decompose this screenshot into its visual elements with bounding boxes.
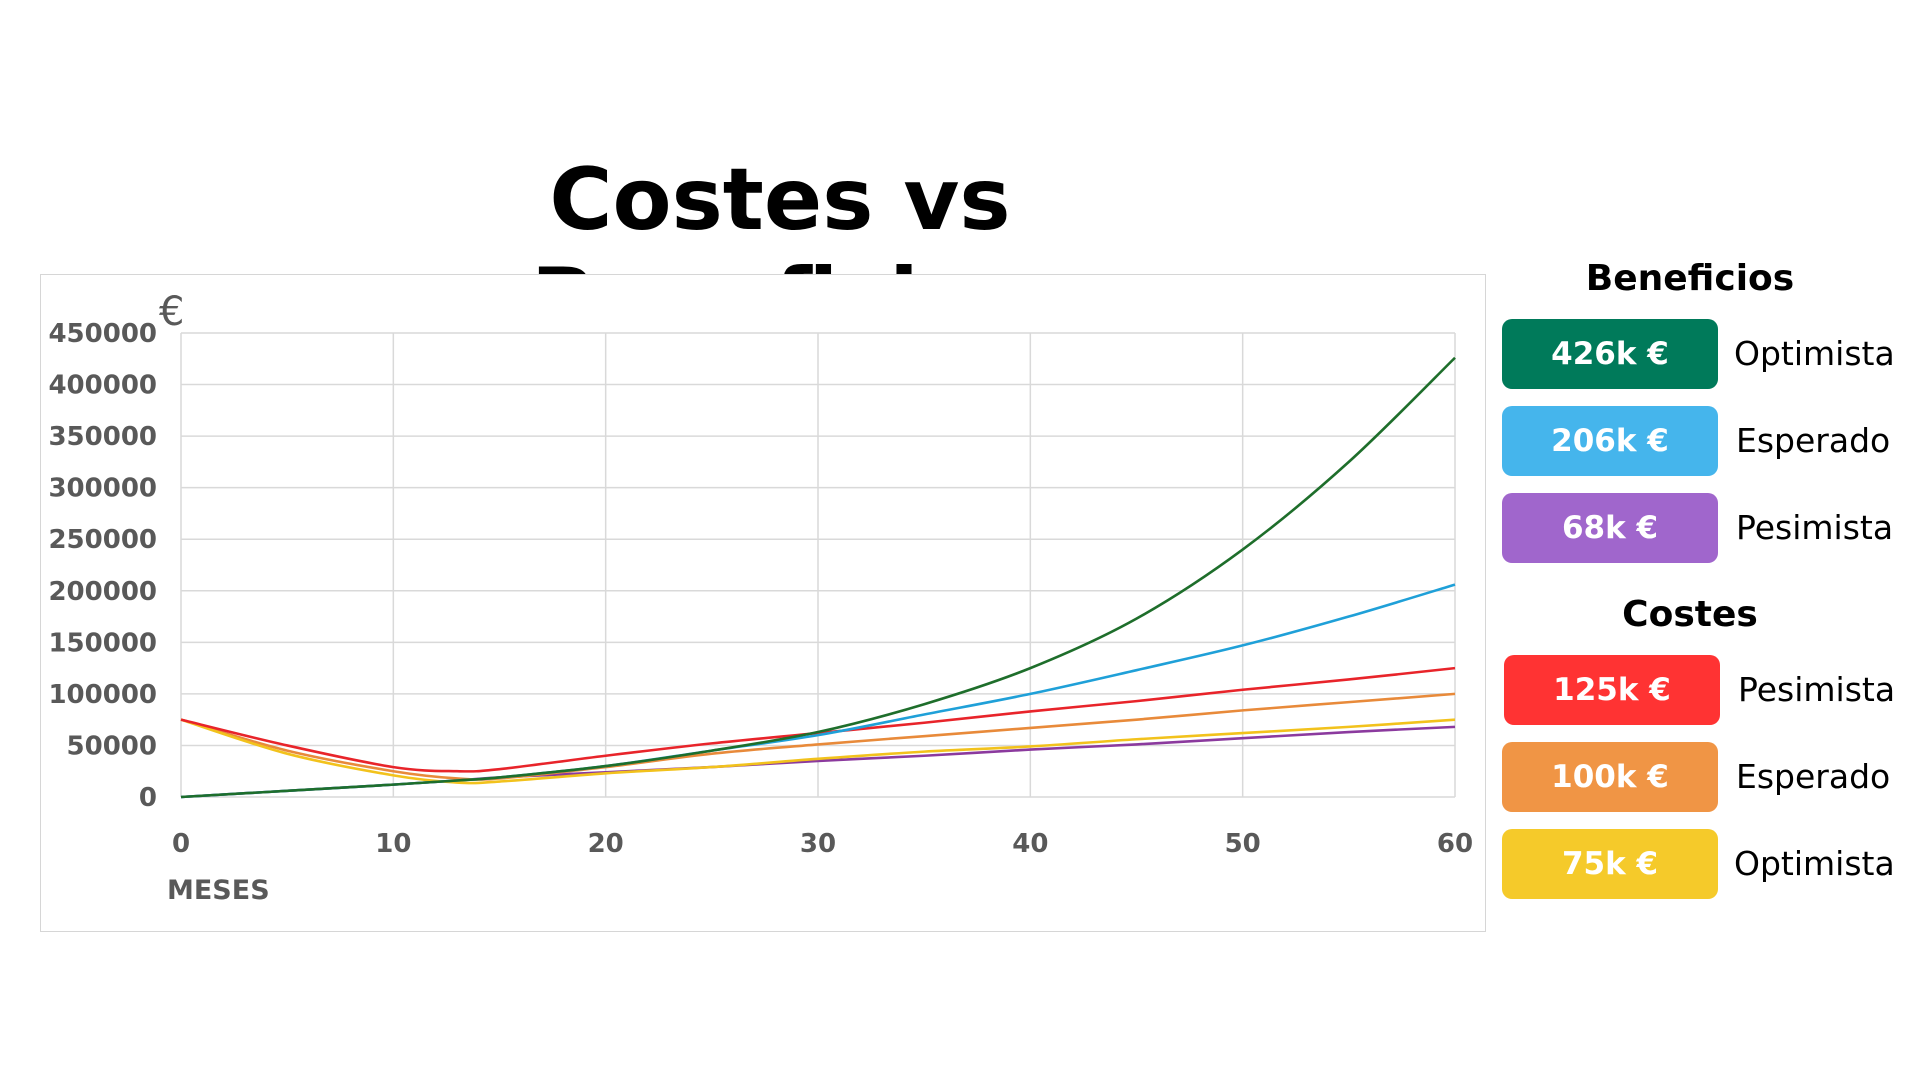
legend-heading-beneficios: Beneficios — [1585, 258, 1795, 299]
x-tick-label: 50 — [1225, 829, 1261, 859]
y-tick-label: 300000 — [48, 474, 157, 504]
series-line-5 — [180, 718, 1456, 785]
legend-pill-beneficio-esperado: 206k € — [1502, 406, 1718, 476]
y-tick-label: 150000 — [48, 628, 157, 658]
y-tick-label: 100000 — [48, 680, 157, 710]
legend-label-coste-esperado: Esperado — [1736, 757, 1891, 796]
legend-heading-costes: Costes — [1622, 594, 1758, 635]
y-tick-label: 450000 — [48, 319, 157, 349]
chart-area: 0 50000 100000 150000 200000 250000 300000 3500… — [40, 274, 1486, 932]
legend-label-beneficio-esperado: Esperado — [1736, 421, 1891, 460]
tick-labels: 0 50000 100000 150000 200000 250000 300000 3500… — [48, 319, 1473, 859]
y-tick-label: 0 — [139, 783, 157, 813]
y-tick-label: 400000 — [48, 371, 157, 401]
x-tick-label: 10 — [375, 829, 411, 859]
y-axis-unit: € — [159, 289, 184, 335]
legend-pill-beneficio-pesimista: 68k € — [1502, 493, 1718, 563]
series-line-3 — [180, 666, 1456, 773]
series-line-4 — [180, 692, 1456, 781]
x-axis-title: MESES — [167, 875, 270, 906]
x-tick-label: 40 — [1012, 829, 1048, 859]
legend-label-beneficio-optimista: Optimista — [1734, 334, 1895, 373]
legend-pill-beneficio-optimista: 426k € — [1502, 319, 1718, 389]
x-tick-label: 20 — [588, 829, 624, 859]
legend-pill-coste-pesimista: 125k € — [1504, 655, 1720, 725]
series-lines — [180, 356, 1456, 799]
legend-label-coste-pesimista: Pesimista — [1738, 670, 1896, 709]
series-line-0 — [180, 356, 1456, 799]
grid — [180, 332, 1456, 798]
legend-pill-coste-optimista: 75k € — [1502, 829, 1718, 899]
legend-pill-coste-esperado: 100k € — [1502, 742, 1718, 812]
x-tick-label: 60 — [1437, 829, 1473, 859]
line-chart: 0 50000 100000 150000 200000 250000 300000 3500… — [48, 289, 1473, 906]
x-tick-label: 30 — [800, 829, 836, 859]
legend-label-coste-optimista: Optimista — [1734, 844, 1895, 883]
x-tick-label: 0 — [172, 829, 190, 859]
y-tick-label: 350000 — [48, 422, 157, 452]
y-tick-label: 200000 — [48, 577, 157, 607]
y-tick-label: 50000 — [67, 731, 157, 761]
legend-label-beneficio-pesimista: Pesimista — [1736, 508, 1894, 547]
y-tick-label: 250000 — [48, 525, 157, 555]
